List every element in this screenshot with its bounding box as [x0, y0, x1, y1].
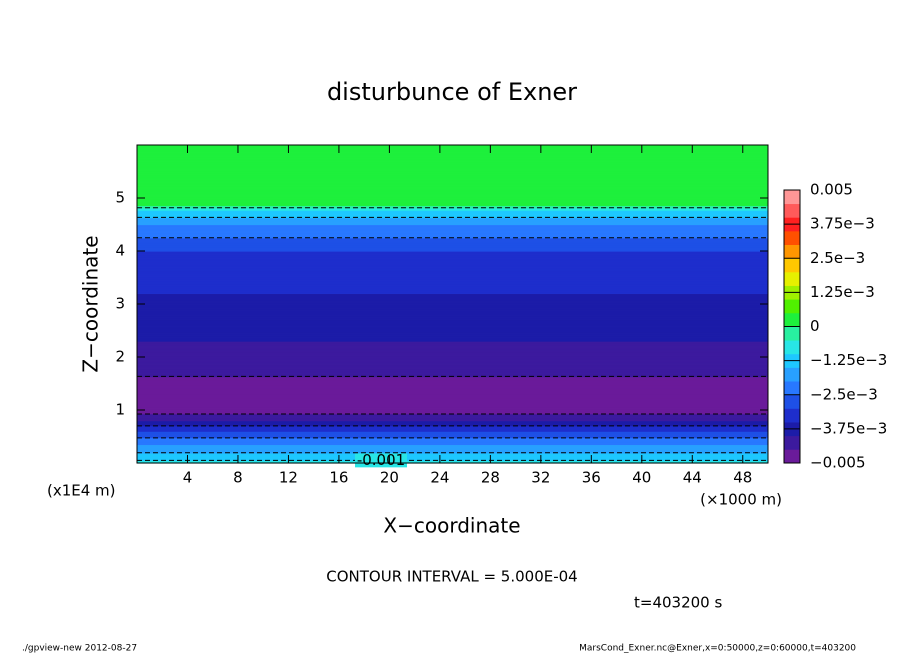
colorbar-swatch: [784, 367, 800, 382]
y-tick-label: 2: [115, 348, 125, 366]
colorbar-swatch: [784, 230, 800, 245]
x-tick-label: 16: [329, 469, 348, 487]
x-tick-label: 44: [683, 469, 702, 487]
time-label: t=403200 s: [634, 594, 722, 612]
x-tick-label: 4: [183, 469, 193, 487]
x-tick-label: 12: [279, 469, 298, 487]
colorbar-swatch: [784, 326, 800, 341]
footer-right: MarsCond_Exner.nc@Exner,x=0:50000,z=0:60…: [579, 644, 856, 654]
colorbar-tick-label: −2.5e−3: [810, 385, 878, 403]
x-axis-label: X−coordinate: [383, 514, 520, 538]
colorbar-tick-label: −3.75e−3: [810, 419, 887, 437]
colorbar-swatch: [784, 244, 800, 259]
colorbar-swatch: [784, 394, 800, 409]
colorbar-swatch: [784, 271, 800, 286]
colorbar-swatch: [784, 312, 800, 327]
colorbar-tick-label: 2.5e−3: [810, 249, 865, 267]
x-unit: (×1000 m): [700, 491, 782, 509]
x-tick-label: 48: [733, 469, 752, 487]
colorbar-tick-label: 0.005: [810, 181, 853, 199]
y-axis-label: Z−coordinate: [79, 235, 103, 372]
x-tick-label: 8: [233, 469, 243, 487]
x-tick-label: 28: [481, 469, 500, 487]
colorbar-swatch: [784, 435, 800, 450]
x-tick-label: 36: [582, 469, 601, 487]
y-tick-label: 3: [115, 295, 125, 313]
y-tick-label: 1: [115, 401, 125, 419]
contour-label: -0.001: [357, 451, 405, 469]
colorbar-swatch: [784, 190, 800, 205]
contour-band: [137, 145, 768, 147]
y-tick-label: 4: [115, 242, 125, 260]
chart-title: disturbunce of Exner: [327, 78, 577, 106]
y-tick-label: 5: [115, 189, 125, 207]
footer-left: ./gpview-new 2012-08-27: [22, 644, 137, 654]
x-tick-label: 32: [531, 469, 550, 487]
y-unit: (x1E4 m): [47, 482, 116, 500]
colorbar-tick-label: −1.25e−3: [810, 351, 887, 369]
colorbar-tick-label: 3.75e−3: [810, 215, 875, 233]
colorbar-swatch: [784, 449, 800, 464]
x-tick-label: 20: [380, 469, 399, 487]
contour-interval: CONTOUR INTERVAL = 5.000E-04: [326, 568, 577, 586]
x-tick-label: 40: [632, 469, 651, 487]
colorbar-swatch: [784, 340, 800, 355]
colorbar-tick-label: −0.005: [810, 454, 866, 472]
x-tick-label: 24: [430, 469, 449, 487]
colorbar-tick-label: 0: [810, 317, 820, 335]
colorbar-tick-label: 1.25e−3: [810, 283, 875, 301]
colorbar-swatch: [784, 203, 800, 218]
colorbar-swatch: [784, 408, 800, 423]
colorbar-swatch: [784, 299, 800, 314]
colorbar-swatch: [784, 258, 800, 273]
contour-label-bg: [355, 453, 407, 468]
colorbar-swatch: [784, 381, 800, 396]
